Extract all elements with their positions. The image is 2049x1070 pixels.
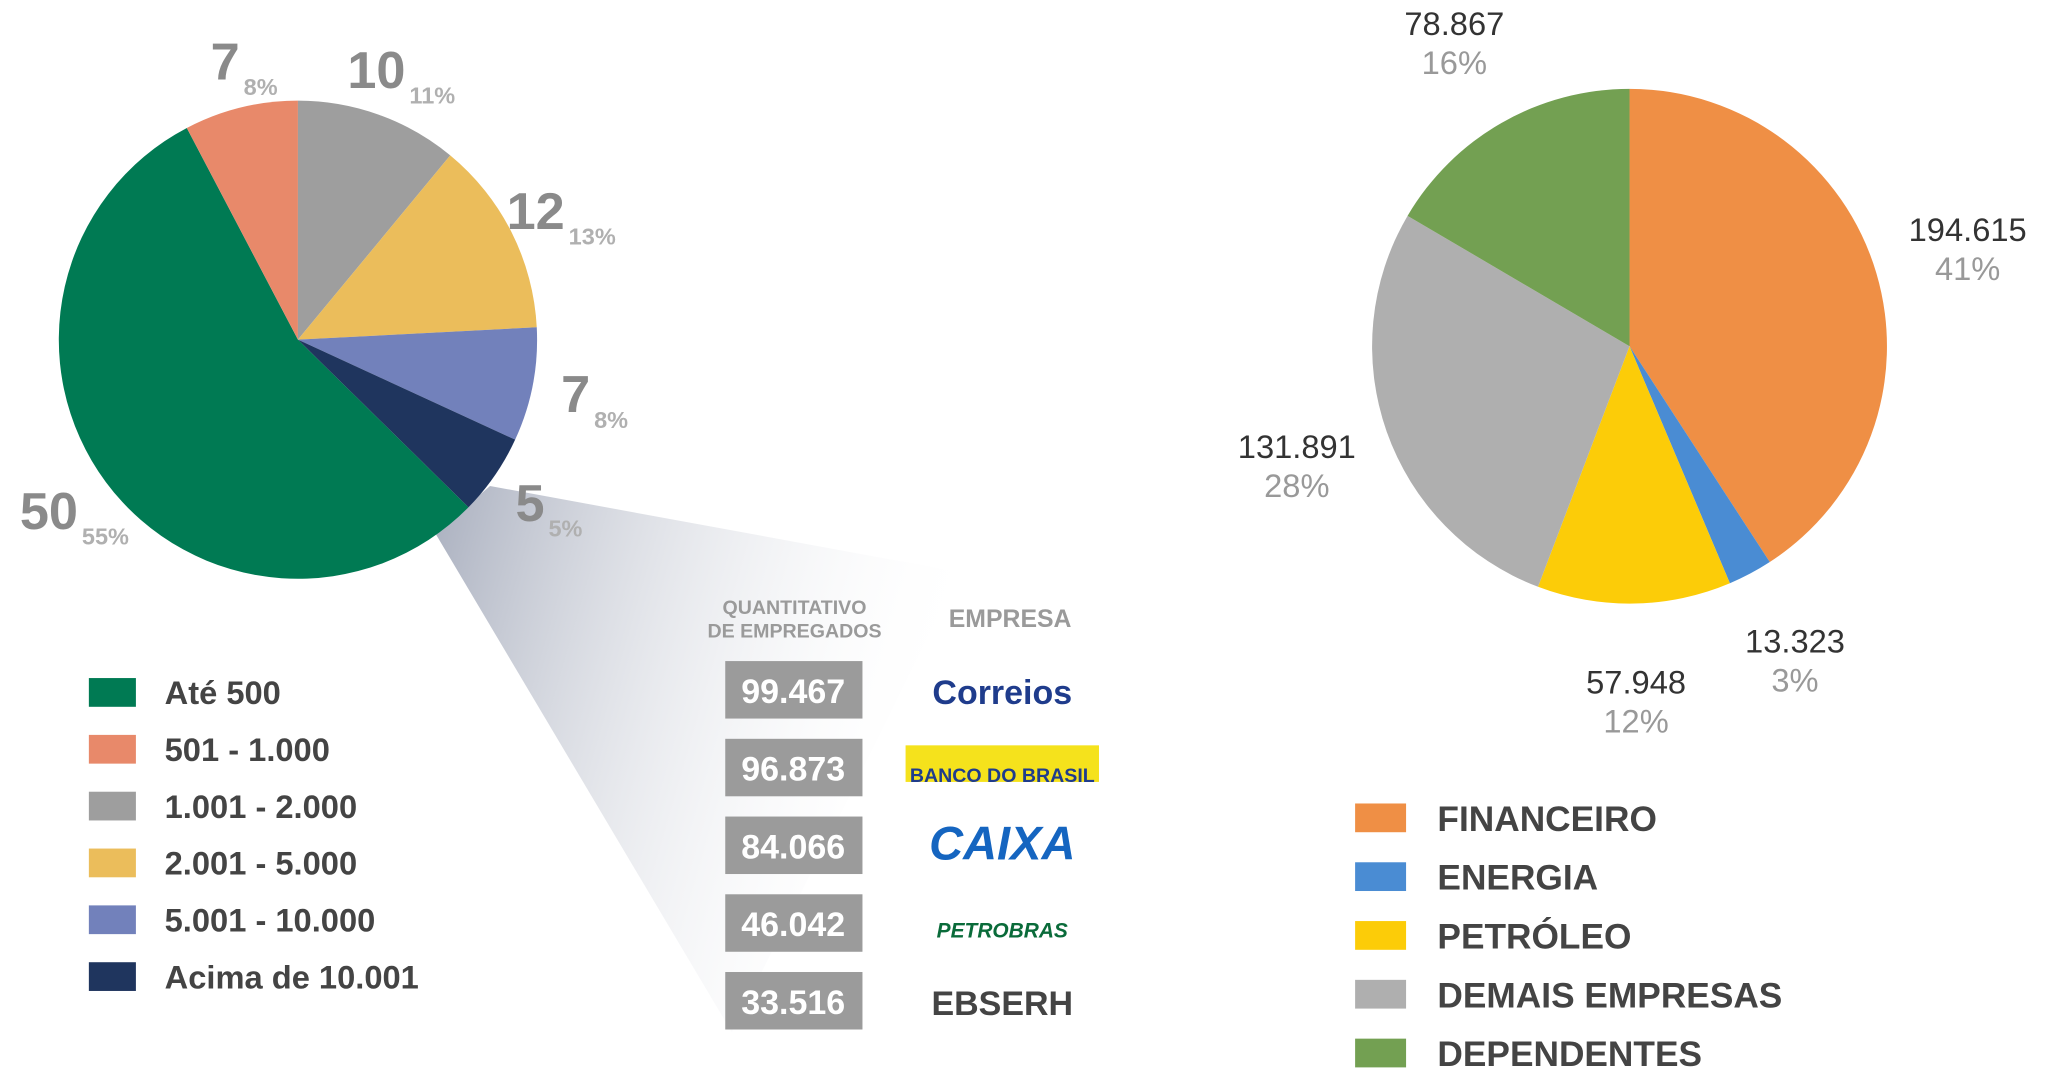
percent-label: 12%	[1603, 703, 1668, 740]
pie-slice	[1372, 215, 1630, 587]
legend-label: 501 - 1.000	[165, 731, 330, 768]
data-label: 78.867	[1404, 5, 1504, 42]
legend-swatch	[88, 791, 136, 821]
header: DE EMPREGADOS	[707, 621, 881, 643]
cell: 96.873	[741, 751, 845, 789]
value-box	[725, 972, 863, 1030]
legend-swatch	[1355, 979, 1407, 1009]
legend-label: Até 500	[165, 674, 281, 711]
legend-swatch	[1355, 921, 1407, 950]
header: EMPRESA	[949, 606, 1072, 633]
legend-label: Acima de 10.001	[165, 958, 419, 995]
value-box	[725, 816, 863, 875]
legend-label: DEMAIS EMPRESAS	[1437, 976, 1782, 1015]
percent-label: 5%	[548, 516, 582, 542]
legend-swatch	[88, 962, 136, 991]
pie-slice	[297, 339, 516, 508]
data-label: 131.891	[1238, 428, 1356, 465]
cell: 99.467	[741, 673, 845, 711]
value-box	[725, 661, 863, 719]
legend-label: ENERGIA	[1437, 859, 1598, 898]
legend-swatch	[88, 678, 136, 707]
table: QUANTITATIVO DE EMPREGADOS EMPRESA 99.46…	[707, 597, 1099, 1030]
legend-label: FINANCEIRO	[1437, 800, 1656, 839]
pie-slice	[1538, 346, 1730, 604]
percent-label: 28%	[1264, 467, 1329, 504]
legend-label: 1.001 - 2.000	[165, 788, 357, 825]
percent-label: 16%	[1422, 44, 1487, 81]
percent-label: 55%	[82, 524, 129, 550]
company-logo: PETROBRAS	[937, 919, 1068, 942]
company-logo: CAIXA	[929, 817, 1075, 870]
data-label: 5	[515, 475, 544, 533]
legend-label: PETRÓLEO	[1437, 917, 1631, 957]
legend-swatch	[1355, 1038, 1407, 1068]
percent-label: 41%	[1935, 250, 2000, 287]
pie-slice	[297, 327, 538, 440]
legend-swatch	[1355, 862, 1407, 892]
legend-label: 5.001 - 10.000	[165, 902, 376, 939]
value-box	[725, 894, 863, 952]
company-logo: Correios	[932, 674, 1072, 712]
company-logo: BANCO DO BRASIL	[910, 765, 1095, 787]
data-label: 12	[507, 183, 565, 241]
cell: 33.516	[741, 984, 845, 1022]
pie-slice	[58, 127, 469, 579]
data-label: 194.615	[1909, 211, 2027, 248]
data-label: 10	[347, 42, 405, 100]
legend-swatch	[1355, 803, 1407, 833]
company-logo: EBSERH	[931, 985, 1073, 1023]
pie-slice	[297, 155, 537, 340]
cell: 46.042	[741, 906, 845, 944]
data-label: 13.323	[1745, 622, 1845, 659]
percent-label: 11%	[409, 83, 455, 109]
cell: 84.066	[741, 828, 845, 866]
percent-label: 8%	[594, 407, 628, 433]
percent-label: 3%	[1771, 662, 1818, 699]
funnel	[435, 486, 961, 1033]
data-label: 57.948	[1586, 664, 1686, 701]
pie-slice	[297, 100, 451, 340]
legend-swatch	[88, 905, 136, 935]
data-label: 7	[561, 366, 590, 424]
logo-bg	[905, 745, 1099, 782]
percent-label: 8%	[244, 74, 278, 100]
data-label: 50	[20, 483, 78, 541]
value-box	[725, 738, 863, 797]
legend-swatch	[88, 734, 136, 764]
legend-label: DEPENDENTES	[1437, 1035, 1702, 1070]
legend-swatch	[88, 848, 136, 878]
pie-slice	[1629, 346, 1770, 584]
data-label: 7	[211, 33, 240, 91]
legend-label: 2.001 - 5.000	[165, 845, 357, 882]
header: QUANTITATIVO	[723, 597, 867, 619]
pie-slice	[1407, 88, 1630, 347]
pies: 50 55%7 8% 10 11%12 13%7 8%5 5%194.61541%13.323…	[20, 5, 2027, 740]
percent-label: 13%	[569, 224, 616, 250]
pie-slice	[1629, 88, 1887, 563]
pie-slice	[186, 100, 298, 340]
